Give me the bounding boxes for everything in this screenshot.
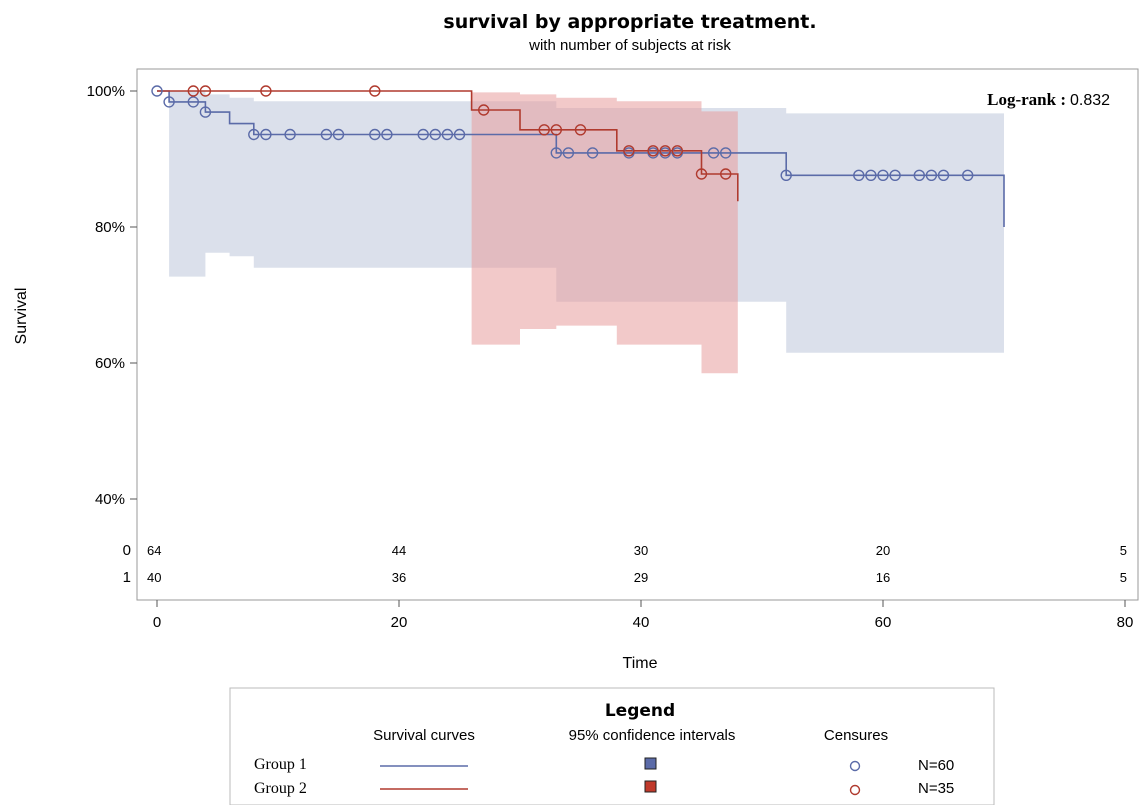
at-risk-value: 29 [634, 570, 648, 585]
censor-marker-group1 [369, 128, 381, 141]
censor-marker-group1 [853, 169, 865, 182]
censor-marker-group2 [647, 145, 659, 157]
censor-marker-group2 [538, 124, 550, 136]
chart-title: survival by appropriate treatment. [443, 11, 816, 33]
censor-marker-group1 [429, 128, 441, 141]
confidence-bands [169, 91, 1005, 374]
y-tick-label: 80% [95, 219, 125, 236]
at-risk-value: 16 [876, 570, 890, 585]
y-tick-label: 40% [95, 491, 125, 508]
plot-frame [136, 68, 1139, 601]
x-tick-label: 40 [633, 614, 650, 631]
at-risk-row-label: 1 [123, 569, 131, 586]
survival-curves [157, 90, 1005, 227]
legend-group1-label: Group 1 [254, 756, 307, 773]
legend-box [229, 687, 995, 805]
censor-marker-group1 [248, 128, 260, 141]
y-axis: 40% 60% 80% 100% [87, 83, 137, 508]
at-risk-value: 64 [147, 543, 161, 558]
at-risk-value: 5 [1120, 543, 1127, 558]
censor-markers [151, 85, 974, 182]
censor-marker-group2 [260, 85, 272, 97]
x-axis-label: Time [623, 655, 658, 672]
censor-marker-group1 [707, 147, 720, 159]
censor-marker-group1 [925, 169, 938, 182]
censor-marker-group1 [199, 106, 212, 118]
censor-marker-group1 [381, 128, 393, 141]
censor-marker-group1 [332, 128, 345, 141]
censor-marker-group1 [441, 128, 454, 141]
legend-group2-ci-swatch [644, 780, 657, 793]
censor-marker-group1 [284, 128, 296, 141]
legend-group2-censor-icon [849, 784, 861, 796]
censor-marker-group1 [962, 169, 974, 182]
censor-marker-group2 [671, 145, 683, 157]
censor-marker-group1 [586, 147, 599, 159]
legend-group1-n: N=60 [918, 757, 954, 774]
censor-marker-group2 [574, 124, 587, 136]
censor-marker-group2 [369, 85, 381, 97]
legend-group1-ci-swatch [644, 757, 657, 770]
censor-marker-group1 [550, 147, 562, 159]
censor-marker-group1 [780, 169, 792, 182]
censor-marker-group1 [562, 147, 575, 159]
at-risk-value: 40 [147, 570, 161, 585]
legend-header-curves: Survival curves [373, 727, 475, 744]
legend-header-ci: 95% confidence intervals [569, 727, 736, 744]
censor-marker-group2 [550, 124, 562, 136]
at-risk-row-label: 0 [123, 542, 131, 559]
y-axis-label: Survival [13, 288, 30, 345]
censor-marker-group1 [260, 128, 272, 141]
censor-marker-group2 [199, 85, 212, 97]
censor-marker-group2 [623, 145, 635, 157]
legend-header-censures: Censures [824, 727, 888, 744]
x-tick-label: 20 [391, 614, 408, 631]
censor-marker-group1 [913, 169, 925, 182]
x-axis: 0 20 40 60 80 [153, 600, 1134, 631]
chart-subtitle: with number of subjects at risk [528, 37, 731, 54]
logrank-value: 0.832 [1070, 92, 1110, 109]
censor-marker-group1 [187, 96, 200, 108]
legend-group1-censor-icon [849, 760, 861, 772]
censor-marker-group1 [320, 128, 333, 141]
ci-band-group2 [471, 92, 738, 374]
legend-group2-n: N=35 [918, 780, 954, 797]
censor-marker-group1 [453, 128, 466, 141]
at-risk-value: 36 [392, 570, 406, 585]
survival-curve-group2 [157, 90, 739, 202]
censor-marker-group2 [695, 168, 708, 180]
censor-marker-group2 [187, 85, 200, 97]
at-risk-value: 5 [1120, 570, 1127, 585]
censor-marker-group1 [889, 169, 901, 182]
censor-marker-group1 [151, 85, 163, 97]
at-risk-value: 30 [634, 543, 648, 558]
censor-marker-group1 [720, 147, 732, 159]
at-risk-table: 0 64 44 30 20 5 1 40 36 29 16 5 [123, 542, 1127, 586]
survival-curve-group1 [157, 90, 1005, 227]
censor-marker-group2 [659, 145, 671, 157]
censor-marker-group1 [865, 169, 877, 182]
at-risk-value: 44 [392, 543, 406, 558]
y-tick-label: 100% [87, 83, 125, 100]
censor-marker-group1 [937, 169, 950, 182]
censor-marker-group2 [478, 104, 490, 116]
censor-marker-group2 [720, 168, 732, 180]
x-tick-label: 80 [1117, 614, 1134, 631]
censor-marker-group1 [877, 169, 889, 182]
legend-group2-label: Group 2 [254, 780, 307, 797]
censor-marker-group1 [163, 96, 175, 108]
y-tick-label: 60% [95, 355, 125, 372]
x-tick-label: 0 [153, 614, 161, 631]
x-tick-label: 60 [875, 614, 892, 631]
logrank-label: Log-rank : [987, 90, 1066, 109]
legend-title: Legend [605, 701, 675, 721]
at-risk-value: 20 [876, 543, 890, 558]
censor-marker-group1 [417, 128, 429, 141]
